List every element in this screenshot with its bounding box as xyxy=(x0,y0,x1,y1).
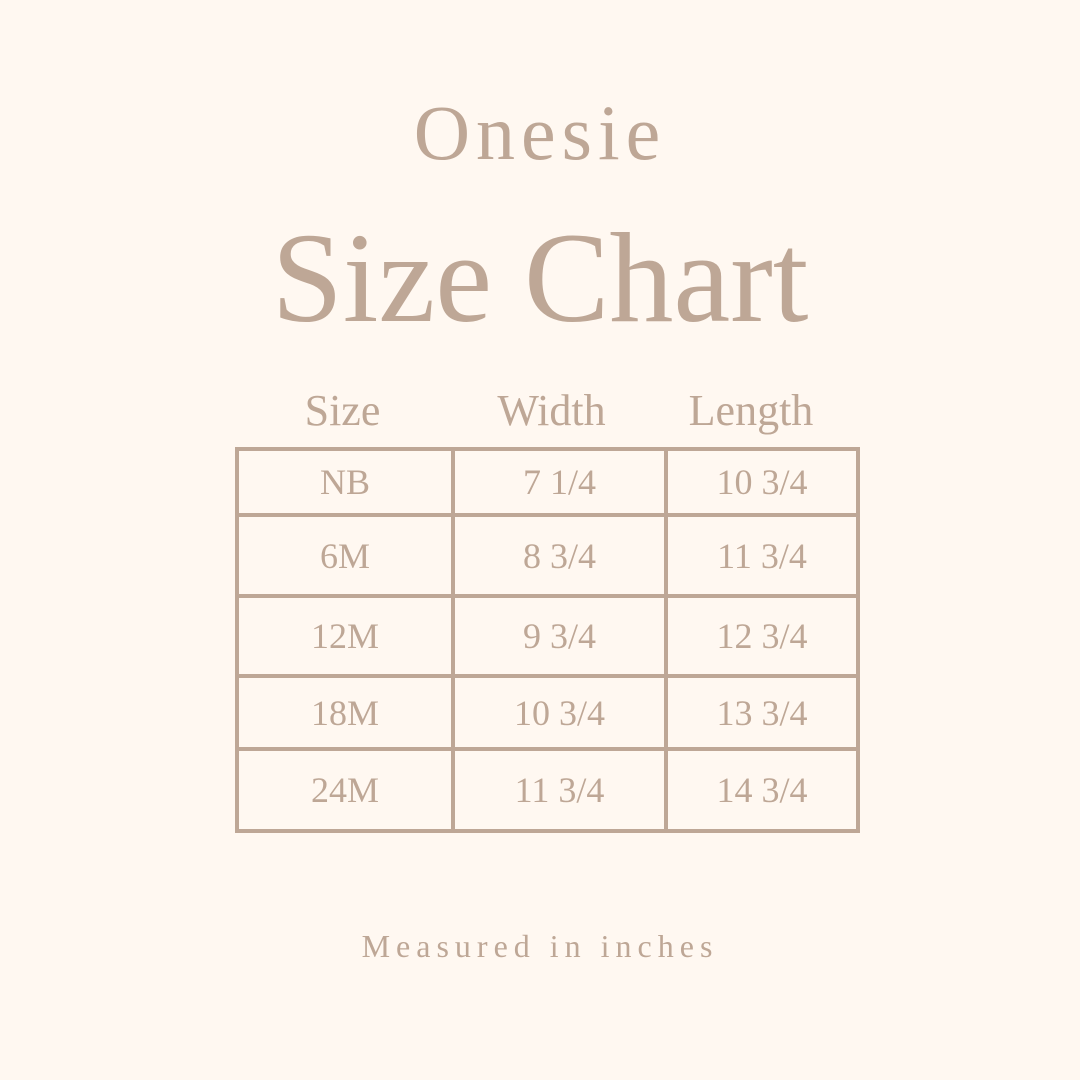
column-header-width: Width xyxy=(497,386,606,435)
table-cell: 12M xyxy=(235,594,455,678)
table-cell: 9 3/4 xyxy=(451,594,668,678)
table-cell: 11 3/4 xyxy=(451,747,668,833)
table-cell: 11 3/4 xyxy=(664,513,860,598)
table-row: 6M 8 3/4 11 3/4 xyxy=(235,513,860,598)
table-row: NB 7 1/4 10 3/4 xyxy=(235,447,860,517)
table-cell: 6M xyxy=(235,513,455,598)
table-cell: 10 3/4 xyxy=(451,674,668,751)
page-title: Size Chart xyxy=(271,207,809,349)
table-cell: 10 3/4 xyxy=(664,447,860,517)
table-row: 18M 10 3/4 13 3/4 xyxy=(235,674,860,751)
table-cell: 12 3/4 xyxy=(664,594,860,678)
table-cell: 13 3/4 xyxy=(664,674,860,751)
table-cell: 24M xyxy=(235,747,455,833)
footer-note: Measured in inches xyxy=(361,928,719,964)
subtitle: Onesie xyxy=(413,89,667,176)
table-row: 24M 11 3/4 14 3/4 xyxy=(235,747,860,833)
table-cell: 7 1/4 xyxy=(451,447,668,517)
column-header-length: Length xyxy=(688,386,814,435)
table-cell: 8 3/4 xyxy=(451,513,668,598)
table-row: 12M 9 3/4 12 3/4 xyxy=(235,594,860,678)
table-cell: 18M xyxy=(235,674,455,751)
table-cell: 14 3/4 xyxy=(664,747,860,833)
column-header-size: Size xyxy=(304,386,381,435)
table-cell: NB xyxy=(235,447,455,517)
size-table: NB 7 1/4 10 3/4 6M 8 3/4 11 3/4 12M 9 3/4 12 3/4… xyxy=(235,447,860,833)
